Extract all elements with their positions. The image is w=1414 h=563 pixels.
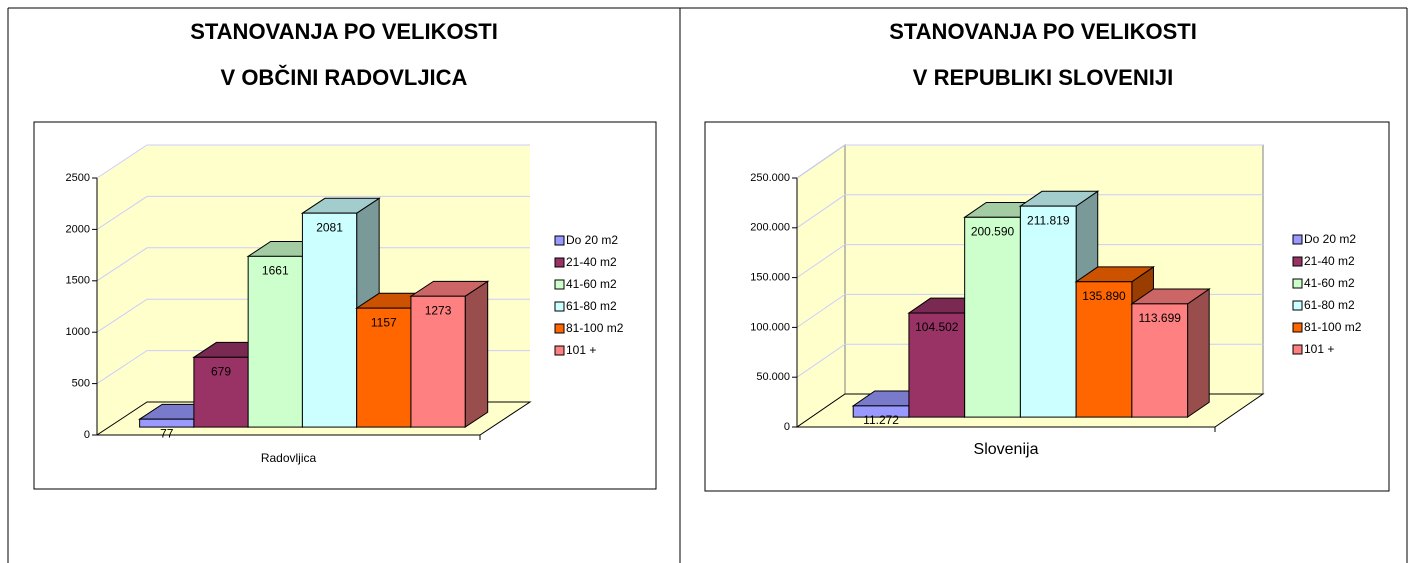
legend-swatch (554, 301, 565, 312)
chart-subtitle: V OBČINI RADOVLJICA (221, 65, 468, 90)
legend-swatch (554, 235, 565, 246)
bar (908, 312, 966, 418)
data-label: 104.502 (915, 320, 959, 334)
data-label: 2081 (316, 220, 343, 234)
y-tick-label: 150.000 (750, 272, 790, 284)
legend-label: Do 20 m2 (566, 233, 618, 247)
bar (301, 212, 358, 428)
legend-swatch (1292, 234, 1303, 245)
bar (356, 307, 412, 428)
legend-label: 41-60 m2 (1304, 276, 1355, 290)
x-tick-label: Radovljica (261, 451, 317, 465)
data-label: 211.819 (1027, 213, 1070, 227)
y-tick-label: 2500 (66, 172, 90, 184)
legend-label: 21-40 m2 (566, 255, 617, 269)
legend-swatch (554, 345, 565, 356)
legend-swatch (554, 323, 565, 334)
legend-label: 101 + (566, 343, 596, 357)
chart-title: STANOVANJA PO VELIKOSTI (889, 19, 1197, 44)
side-wall (796, 144, 846, 428)
data-label: 1661 (262, 264, 289, 278)
data-label: 135.890 (1082, 289, 1126, 303)
legend-swatch (1292, 344, 1303, 355)
chart-subtitle: V REPUBLIKI SLOVENIJI (913, 65, 1173, 90)
legend-swatch (1292, 256, 1303, 267)
data-label: 1273 (425, 303, 452, 317)
data-label: 200.590 (971, 224, 1015, 238)
bar (1019, 205, 1077, 418)
y-tick-label: 100.000 (750, 321, 790, 333)
grid-line (96, 247, 530, 282)
legend-label: 101 + (1304, 342, 1334, 356)
legend-label: Do 20 m2 (1304, 232, 1356, 246)
y-tick-label: 0 (84, 429, 90, 441)
data-label: 113.699 (1138, 311, 1181, 325)
y-tick-label: 2000 (66, 223, 90, 235)
bar (410, 295, 466, 428)
y-tick-label: 1000 (66, 326, 90, 338)
grid-line (96, 195, 530, 230)
bar (193, 356, 249, 428)
legend-swatch (554, 257, 565, 268)
legend-label: 61-80 m2 (1304, 298, 1355, 312)
bar (247, 255, 303, 428)
grid-line (796, 244, 1263, 279)
data-label: 679 (211, 364, 231, 378)
bar (1131, 303, 1189, 418)
side-wall (97, 145, 147, 435)
y-tick-label: 50.000 (756, 371, 790, 383)
grid-line (96, 144, 530, 179)
legend-swatch (554, 279, 565, 290)
chart-title: STANOVANJA PO VELIKOSTI (190, 19, 498, 44)
x-tick-label: Slovenija (974, 441, 1039, 458)
data-label: 11.272 (863, 413, 899, 427)
legend-swatch (1292, 278, 1303, 289)
y-tick-label: 250.000 (750, 172, 790, 184)
bar (964, 216, 1021, 418)
bar-side (464, 280, 489, 429)
legend-swatch (1292, 322, 1303, 333)
y-tick-label: 200.000 (750, 222, 790, 234)
grid-line (796, 194, 1263, 229)
legend-label: 21-40 m2 (1304, 254, 1355, 268)
legend-label: 81-100 m2 (1304, 320, 1362, 334)
data-label: 1157 (371, 315, 397, 329)
legend-label: 81-100 m2 (566, 321, 624, 335)
legend-label: 61-80 m2 (566, 299, 617, 313)
y-tick-label: 1500 (66, 275, 90, 287)
legend-label: 41-60 m2 (566, 277, 617, 291)
grid-line (796, 144, 1263, 179)
data-label: 77 (160, 426, 174, 440)
y-tick-label: 0 (784, 421, 790, 433)
y-tick-label: 500 (72, 378, 90, 390)
legend-swatch (1292, 300, 1303, 311)
bar-side (1187, 288, 1210, 419)
